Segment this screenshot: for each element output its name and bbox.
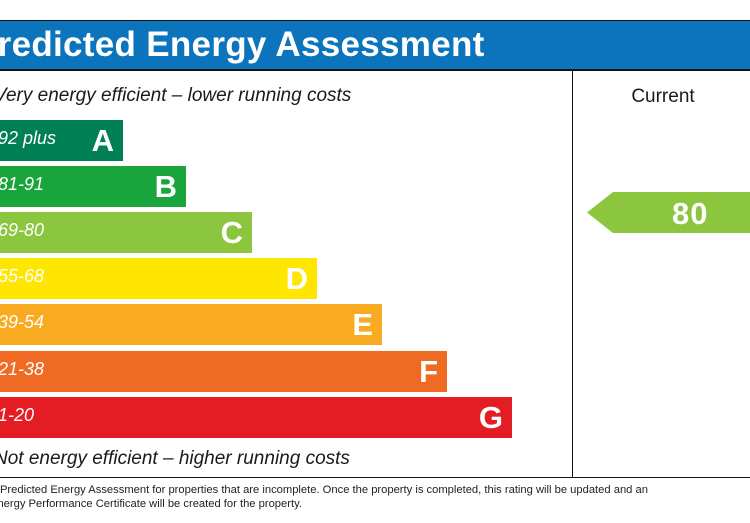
efficient-caption: Very energy efficient – lower running co… — [0, 85, 352, 106]
band-range-label: 69-80 — [0, 220, 45, 240]
band-letter: C — [220, 215, 243, 250]
band-range-label: 55-68 — [0, 266, 45, 286]
header-bar: Predicted Energy Assessment — [0, 20, 750, 71]
band-letter: F — [419, 354, 438, 389]
band-e: 39-54 E — [0, 304, 382, 345]
band-letter: B — [154, 169, 177, 204]
band-range-label: 39-54 — [0, 312, 45, 332]
current-column-label: Current — [631, 86, 695, 107]
band-a: 92 plus A — [0, 120, 123, 161]
band-b: 81-91 B — [0, 166, 186, 207]
band-c: 69-80 C — [0, 212, 252, 253]
footnote-line: Energy Performance Certificate will be c… — [0, 498, 302, 510]
current-rating-arrow: 80 — [587, 192, 750, 233]
band-letter: G — [478, 400, 503, 435]
arrow-shape — [587, 192, 750, 233]
band-letter: A — [91, 123, 114, 158]
band-range-label: 1-20 — [0, 405, 35, 425]
band-range-label: 21-38 — [0, 359, 45, 379]
current-panel — [573, 71, 750, 478]
footnote-line: A Predicted Energy Assessment for proper… — [0, 484, 648, 496]
page-title: Predicted Energy Assessment — [0, 25, 485, 64]
band-letter: D — [285, 261, 308, 296]
band-range-label: 81-91 — [0, 174, 45, 194]
band-d: 55-68 D — [0, 258, 317, 299]
inefficient-caption: Not energy efficient – higher running co… — [0, 448, 350, 469]
footnote: A Predicted Energy Assessment for proper… — [0, 483, 750, 511]
band-letter: E — [352, 307, 373, 342]
band-f: 21-38 F — [0, 351, 447, 392]
current-rating-value: 80 — [672, 196, 709, 231]
band-range-label: 92 plus — [0, 128, 57, 148]
rating-panel — [0, 71, 573, 478]
band-g: 1-20 G — [0, 397, 512, 438]
